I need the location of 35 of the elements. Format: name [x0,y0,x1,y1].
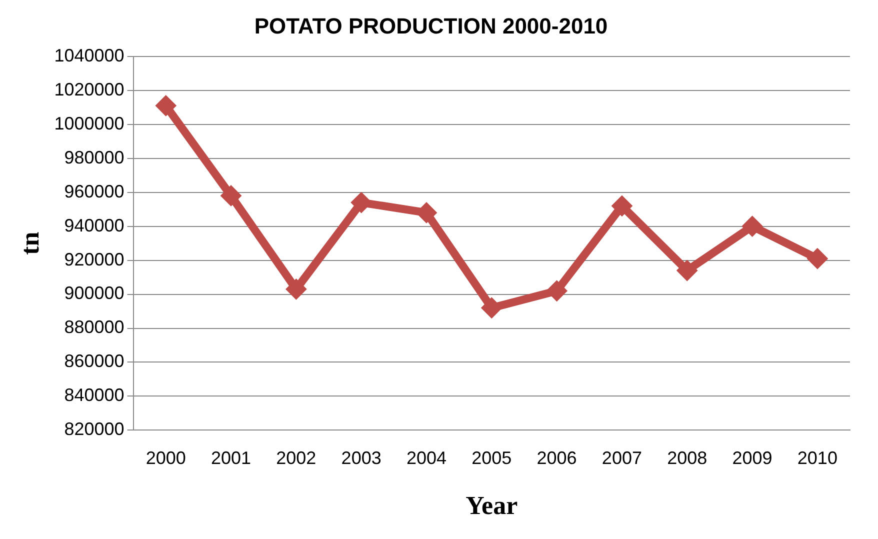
x-tick-label: 2001 [210,448,252,468]
y-tick-label: 1040000 [54,45,124,66]
point [220,185,242,206]
point [155,95,176,116]
y-tick-label: 1020000 [54,79,124,100]
y-tick-label: 860000 [64,351,124,372]
y-tick-label: 940000 [64,215,124,236]
y-tick-label: 820000 [64,419,124,440]
x-tick-label: 2010 [797,448,838,468]
point [611,195,632,216]
y-tick-label: 1000000 [54,113,124,134]
point [742,216,763,237]
y-tick-label: 920000 [64,249,124,270]
chart-title: POTATO PRODUCTION 2000-2010 [254,13,608,38]
y-tick-label: 980000 [64,147,124,168]
x-tick-label: 2008 [667,448,708,468]
point [546,280,568,302]
x-tick-label: 2003 [341,448,382,468]
x-axis-title: Year [466,491,518,520]
point [481,297,502,318]
x-tick-label: 2000 [146,448,186,468]
point [286,278,307,300]
y-tick-label: 900000 [64,283,124,304]
x-tick-label: 2002 [276,448,316,468]
y-tick-label: 880000 [64,317,124,338]
x-tick-label: 2006 [536,448,577,468]
y-tick-label: 840000 [64,385,124,406]
y-tick-label: 960000 [64,181,124,202]
x-tick-label: 2005 [472,448,512,468]
x-tick-label: 2007 [602,448,642,468]
x-tick-label: 2009 [732,448,772,468]
point [806,248,828,270]
y-axis-title: tn [15,231,44,255]
x-tick-label: 2004 [406,448,447,468]
point [676,260,698,281]
